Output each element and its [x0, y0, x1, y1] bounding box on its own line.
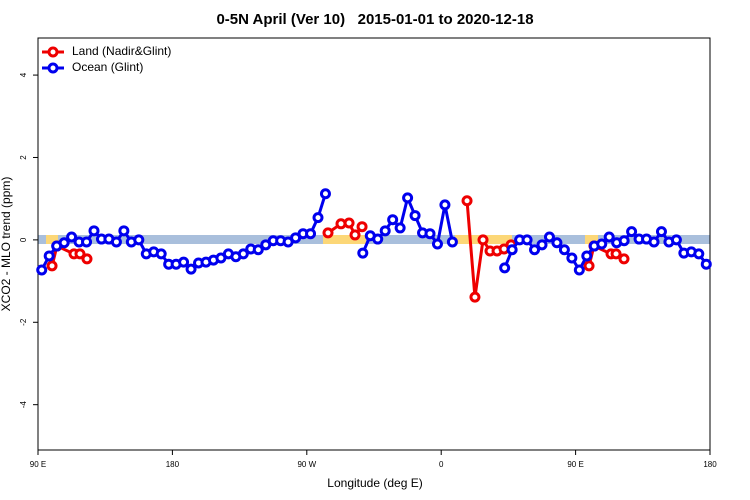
data-point [618, 235, 630, 247]
data-point [343, 217, 355, 229]
data-point [536, 239, 548, 251]
data-point [322, 227, 334, 239]
data-point [356, 221, 368, 233]
data-point [477, 234, 489, 246]
data-point [543, 231, 555, 243]
data-point [529, 244, 541, 256]
data-point [46, 260, 58, 272]
data-point [655, 226, 667, 238]
data-point [379, 225, 391, 237]
data-point [610, 248, 622, 260]
land-band [46, 235, 58, 244]
chart-title: 0-5N April (Ver 10) 2015-01-01 to 2020-1… [216, 11, 533, 28]
data-point [618, 253, 630, 265]
data-point [583, 260, 595, 272]
data-point [431, 238, 443, 250]
plot-frame [37, 37, 711, 451]
data-point [118, 225, 130, 237]
land-band [585, 235, 598, 244]
data-point [558, 244, 570, 256]
data-point [648, 236, 660, 248]
data-point [626, 226, 638, 238]
data-point [581, 250, 593, 262]
x-tick-label: 180 [166, 460, 180, 469]
y-tick-label: -2 [19, 318, 28, 326]
data-point [521, 234, 533, 246]
data-point [43, 250, 55, 262]
data-point [74, 248, 86, 260]
data-point [499, 262, 511, 274]
data-point [603, 231, 615, 243]
data-point [252, 244, 264, 256]
x-tick-label: 180 [703, 460, 717, 469]
data-point [110, 236, 122, 248]
data-point [439, 199, 451, 211]
data-point [36, 264, 48, 276]
data-point [424, 228, 436, 240]
land-band [323, 235, 366, 244]
data-point [506, 244, 518, 256]
data-point [88, 225, 100, 237]
data-point [81, 236, 93, 248]
legend-marker [47, 46, 59, 58]
data-point [133, 234, 145, 246]
data-point [596, 238, 608, 250]
legend-label: Ocean (Glint) [72, 60, 143, 74]
legend-label: Land (Nadir&Glint) [72, 44, 171, 58]
y-tick-label: 0 [19, 237, 28, 242]
data-point [319, 188, 331, 200]
data-point [185, 263, 197, 275]
x-tick-label: 0 [439, 460, 444, 469]
data-point [573, 264, 585, 276]
y-tick-label: 4 [19, 72, 28, 77]
data-point [566, 252, 578, 264]
data-point [357, 247, 369, 259]
data-point [461, 195, 473, 207]
data-point [349, 229, 361, 241]
data-point [387, 214, 399, 226]
data-point [155, 248, 167, 260]
data-point [178, 256, 190, 268]
x-tick-label: 90 E [30, 460, 46, 469]
data-point [312, 212, 324, 224]
data-point [409, 210, 421, 222]
data-point [402, 192, 414, 204]
data-point [58, 237, 70, 249]
y-axis-label: XCO2 - MLO trend (ppm) [0, 177, 13, 312]
x-axis-label: Longitude (deg E) [327, 476, 422, 490]
data-point [394, 222, 406, 234]
x-tick-label: 90 E [567, 460, 583, 469]
data-point [66, 231, 78, 243]
y-tick-label: 2 [19, 155, 28, 160]
data-point [551, 237, 563, 249]
data-point [446, 236, 458, 248]
y-tick-label: -4 [19, 401, 28, 409]
x-tick-label: 90 W [297, 460, 316, 469]
data-point [372, 233, 384, 245]
data-point [693, 248, 705, 260]
data-point [237, 248, 249, 260]
data-point [670, 234, 682, 246]
legend-marker [47, 62, 59, 74]
data-point [305, 228, 317, 240]
data-point [700, 258, 712, 270]
data-point [469, 291, 481, 303]
data-point [81, 253, 93, 265]
